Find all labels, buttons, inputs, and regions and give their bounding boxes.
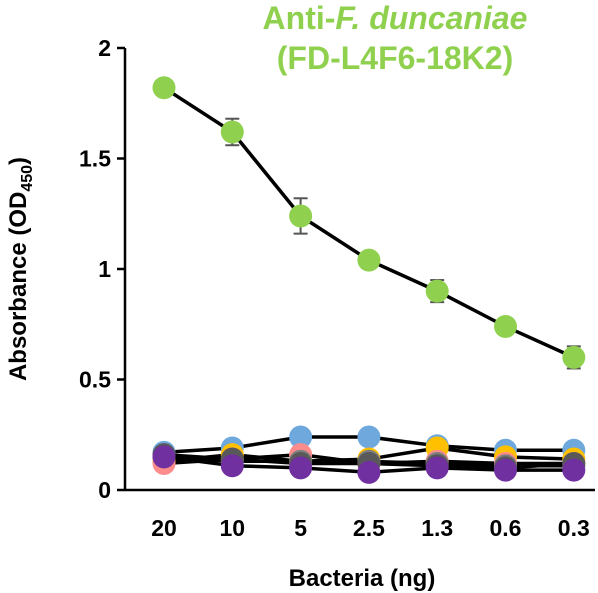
y-tick-label: 2 — [98, 35, 111, 61]
y-tick-label: 1.5 — [79, 146, 111, 172]
x-tick-label: 20 — [151, 515, 177, 541]
series-6-point — [152, 445, 176, 469]
x-tick-label: 0.6 — [490, 515, 522, 541]
series-0-point — [494, 314, 517, 338]
chart-title-italic: F. duncaniae — [335, 0, 528, 36]
series-0-point — [562, 345, 586, 369]
y-ticks: 0 0.5 1 1.5 2 — [79, 35, 125, 503]
series-6-point — [220, 454, 244, 478]
chart-subtitle: (FD-L4F6-18K2) — [276, 40, 514, 76]
series-6-point — [562, 458, 586, 482]
series-0-point — [357, 248, 381, 272]
chart-title: Anti-F. duncaniae — [195, 0, 595, 37]
series-1-point — [289, 425, 313, 449]
series-0-point — [152, 76, 176, 100]
y-axis-title-main: Absorbance (OD — [5, 192, 32, 381]
y-axis-title-sub: 450 — [19, 165, 36, 192]
series-0-point — [425, 279, 449, 303]
series-6-point — [425, 456, 449, 480]
y-tick-label: 1 — [98, 256, 111, 282]
series-0-point — [220, 120, 244, 144]
x-tick-label: 0.3 — [558, 515, 590, 541]
y-axis: 0 0.5 1 1.5 2 — [79, 35, 127, 503]
y-tick-label: 0.5 — [79, 367, 111, 393]
series-1-point — [357, 425, 381, 449]
x-tick-label: 10 — [220, 515, 246, 541]
x-tick-label: 1.3 — [421, 515, 453, 541]
series-error-bars — [157, 80, 581, 476]
x-tick-label: 2.5 — [353, 515, 385, 541]
y-tick-label: 0 — [98, 477, 111, 503]
x-axis-title: Bacteria (ng) — [289, 565, 436, 592]
y-axis-title: Absorbance (OD450) — [5, 157, 36, 381]
series-points — [152, 76, 586, 484]
x-tick-label: 5 — [294, 515, 307, 541]
series-6-point — [289, 456, 313, 480]
series-6-point — [357, 460, 381, 484]
series-0-point — [289, 204, 313, 228]
series-6-point — [494, 458, 517, 482]
chart-title-prefix: Anti- — [262, 0, 336, 36]
y-axis-title-end: ) — [5, 157, 32, 165]
x-axis: 20 10 5 2.5 1.3 0.6 0.3 — [125, 488, 595, 541]
x-ticks: 20 10 5 2.5 1.3 0.6 0.3 — [151, 515, 590, 541]
